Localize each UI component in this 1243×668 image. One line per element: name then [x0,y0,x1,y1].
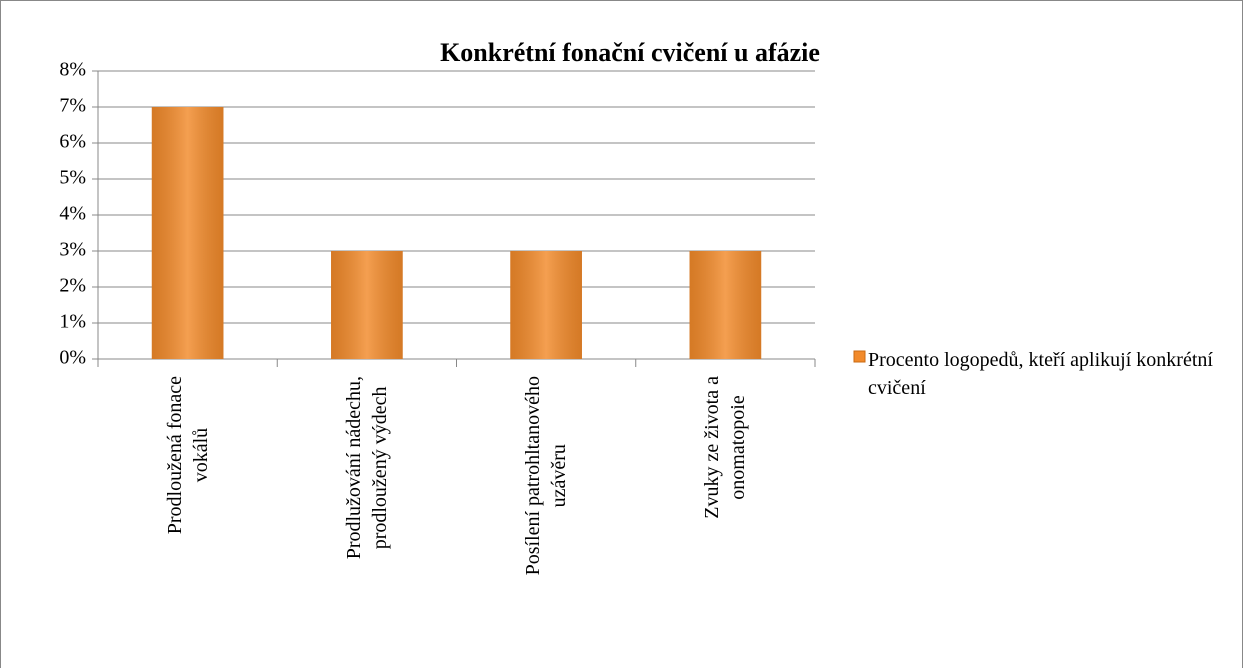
y-tick-label: 1% [59,311,86,333]
legend-label: Procento logopedů, kteří aplikují konkré… [868,349,1213,399]
y-tick-label: 0% [59,347,86,369]
y-tick-label: 4% [59,203,86,225]
bar-shade [510,251,582,359]
bar-shade [331,251,403,359]
y-tick-label: 8% [59,59,86,81]
y-tick-label: 2% [59,275,86,297]
bar-shade [689,251,762,359]
y-tick-label: 3% [59,239,86,261]
x-tick-label: Prodlužování nádechu, prodloužený výdech [342,376,391,560]
bar-shade [151,107,224,359]
x-tick-label: Prodloužená fonace vokálů [163,376,212,535]
y-tick-label: 5% [59,167,86,189]
chart-title: Konkrétní fonační cvičení u afázie [440,38,820,67]
y-tick-label: 7% [59,95,86,117]
y-tick-label: 6% [59,131,86,153]
x-tick-label: Zvuky ze života a onomatopoie [701,376,750,519]
x-tick-label: Posílení patrohltanového uzávěru [522,376,571,576]
legend-swatch [853,350,866,363]
